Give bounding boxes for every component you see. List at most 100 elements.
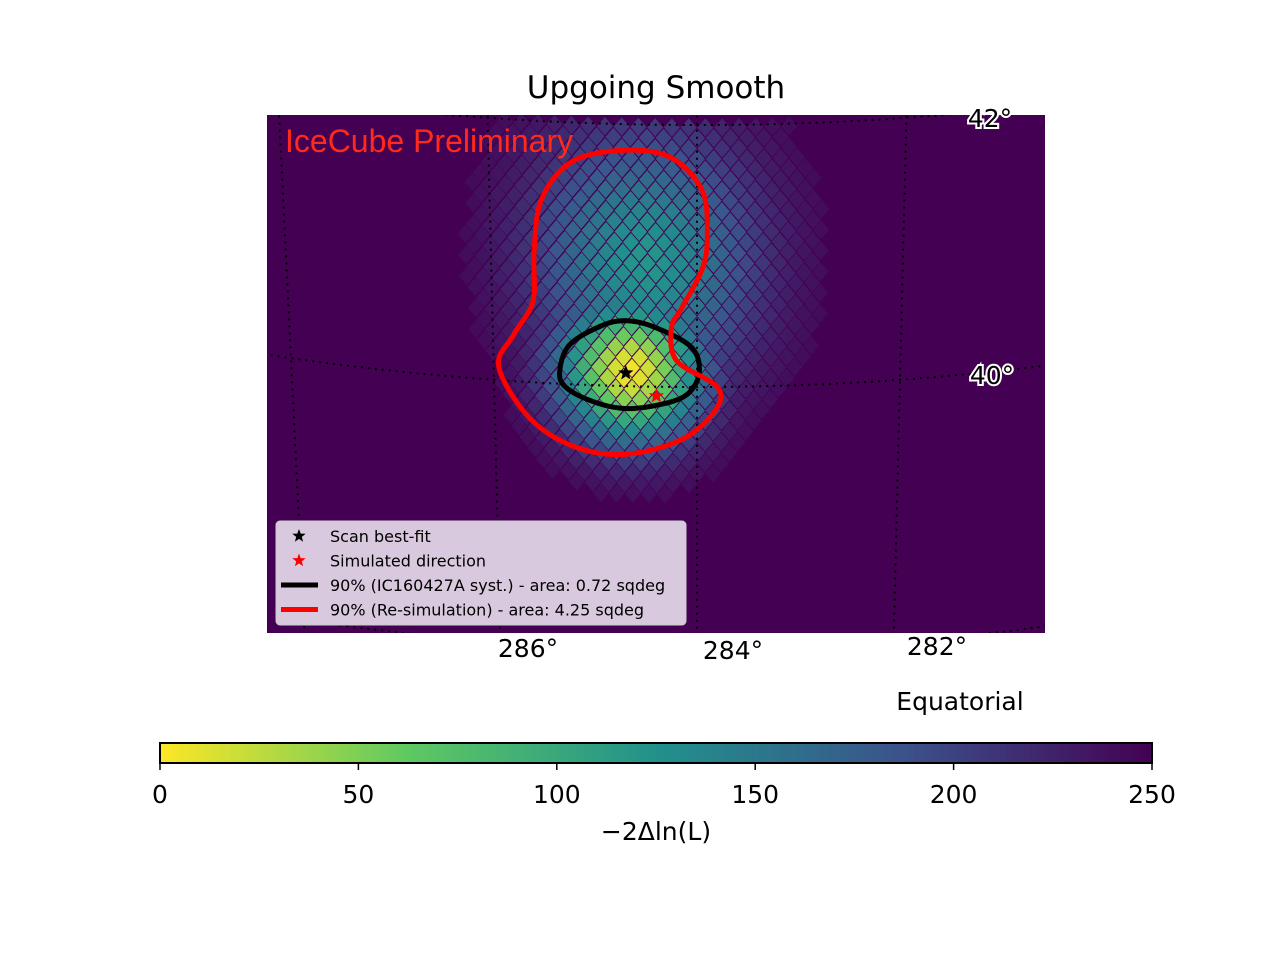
heatmap-pixel xyxy=(672,443,689,462)
heatmap-pixel xyxy=(616,452,633,472)
heatmap-pixel xyxy=(680,411,697,431)
heatmap-pixel xyxy=(533,323,550,343)
heatmap-pixel xyxy=(583,367,600,387)
heatmap-pixel xyxy=(563,115,580,135)
heatmap-pixel xyxy=(549,261,566,281)
heatmap-pixel xyxy=(606,253,623,272)
heatmap-pixel xyxy=(663,139,680,158)
heatmap-pixel xyxy=(713,453,730,473)
heatmap-pixel xyxy=(640,421,657,441)
heatmap-pixel xyxy=(763,243,780,262)
heatmap-pixel xyxy=(607,379,624,398)
heatmap-pixel xyxy=(630,180,647,200)
heatmap-pixel xyxy=(753,379,770,399)
heatmap-pixel xyxy=(543,439,560,458)
heatmap-pixel xyxy=(705,170,722,190)
heatmap-pixel xyxy=(598,263,615,283)
heatmap-pixel xyxy=(597,179,614,199)
heatmap-pixel xyxy=(672,212,689,232)
heatmap-pixel xyxy=(517,322,534,342)
heatmap-pixel xyxy=(472,163,489,182)
heatmap-pixel xyxy=(505,144,522,163)
heatmap-pixel xyxy=(664,265,681,284)
heatmap-pixel xyxy=(655,170,672,190)
heatmap-pixel xyxy=(565,262,582,281)
heatmap-pixel xyxy=(638,128,655,147)
heatmap-pixel xyxy=(581,242,598,261)
heatmap-pixel xyxy=(697,286,714,305)
heatmap-pixel xyxy=(483,278,500,298)
heatmap-pixel xyxy=(762,369,779,388)
heatmap-pixel xyxy=(796,242,813,261)
heatmap-pixel xyxy=(730,181,747,200)
heatmap-pixel xyxy=(680,307,697,326)
heatmap-pixel xyxy=(534,344,551,364)
heatmap-pixel xyxy=(631,327,648,346)
heatmap-pixel xyxy=(632,474,649,493)
heatmap-pixel xyxy=(697,118,714,137)
heatmap-pixel xyxy=(648,327,665,347)
heatmap-pixel xyxy=(588,148,605,167)
heatmap-pixel xyxy=(614,243,631,262)
heatmap-pixel xyxy=(647,181,664,200)
heatmap-pixel xyxy=(762,348,779,367)
heatmap-pixel xyxy=(527,438,544,458)
heatmap-pixel xyxy=(590,273,607,293)
heatmap-pixel xyxy=(812,241,829,260)
heatmap-pixel xyxy=(521,124,538,143)
heatmap-pixel xyxy=(591,357,608,377)
heatmap-pixel xyxy=(737,400,754,420)
heatmap-pixel xyxy=(476,330,493,350)
heatmap-pixel xyxy=(730,201,747,221)
heatmap-pixel xyxy=(498,217,515,236)
heatmap-pixel xyxy=(568,451,585,470)
heatmap-pixel xyxy=(522,187,539,206)
heatmap-pixel xyxy=(567,367,584,386)
heatmap-pixel xyxy=(600,473,617,492)
heatmap-pixel xyxy=(755,170,772,189)
heatmap-pixel xyxy=(517,343,534,363)
heatmap-pixel xyxy=(614,159,631,178)
colorbar-tick-label: 0 xyxy=(152,780,168,809)
heatmap-pixel xyxy=(592,483,609,502)
heatmap-pixel xyxy=(648,306,665,326)
heatmap-pixel xyxy=(573,273,590,292)
heatmap-pixel xyxy=(466,256,483,276)
heatmap-pixel xyxy=(615,327,632,346)
heatmap-pixel xyxy=(614,222,631,241)
heatmap-pixel xyxy=(697,307,714,326)
heatmap-pixel xyxy=(589,190,606,209)
heatmap-pixel xyxy=(574,294,591,313)
heatmap-pixel xyxy=(772,190,789,210)
heatmap-pixel xyxy=(672,170,689,190)
heatmap-pixel xyxy=(597,200,614,220)
heatmap-pixel xyxy=(778,368,795,387)
heatmap-pixel xyxy=(489,185,506,204)
heatmap-pixel xyxy=(705,254,722,274)
heatmap-pixel xyxy=(525,312,542,332)
heatmap-pixel xyxy=(747,117,764,137)
heatmap-pixel xyxy=(533,302,550,322)
colorbar: 0 50 100 150 200 250 −2Δln(L) xyxy=(152,742,1176,846)
heatmap-pixel xyxy=(565,283,582,302)
heatmap-pixel xyxy=(680,202,697,221)
heatmap-pixel xyxy=(746,306,763,325)
heatmap-pixel xyxy=(778,347,795,366)
heatmap-pixel xyxy=(754,337,771,357)
heatmap-pixel xyxy=(475,288,492,308)
heatmap-pixel xyxy=(638,149,655,168)
heatmap-pixel xyxy=(738,233,755,252)
heatmap-pixel xyxy=(473,204,490,224)
heatmap-pixel xyxy=(622,212,639,231)
heatmap-pixel xyxy=(630,201,647,221)
heatmap-pixel xyxy=(576,462,593,481)
heatmap-pixel xyxy=(491,268,508,288)
heatmap-pixel xyxy=(763,159,780,178)
heatmap-pixel xyxy=(518,385,535,405)
heatmap-pixel xyxy=(563,136,580,156)
heatmap-pixel xyxy=(544,460,561,479)
heatmap-pixel xyxy=(664,285,681,305)
heatmap-pixel xyxy=(672,128,689,148)
heatmap-pixel xyxy=(713,348,730,368)
heatmap-pixel xyxy=(745,411,762,430)
